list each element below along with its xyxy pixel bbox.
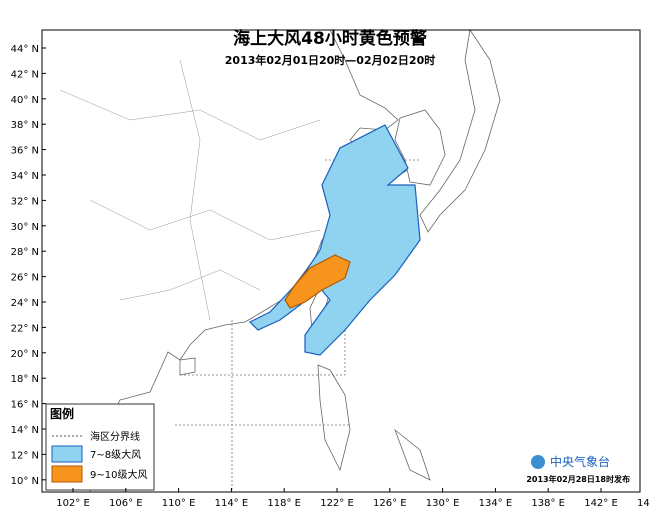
lat-label: 40° N [11,95,39,106]
lat-label: 28° N [11,247,39,258]
lon-label: 118° E [267,498,301,509]
lat-label: 14° N [11,425,39,436]
lon-label: 146° E [637,498,650,509]
legend-swatch [51,465,83,483]
lon-label: 138° E [531,498,565,509]
lat-label: 10° N [11,476,39,487]
logo-icon [531,455,545,469]
legend-title: 图例 [50,406,74,421]
lat-label: 44° N [11,44,39,55]
lat-label: 16° N [11,400,39,411]
lon-label: 114° E [215,498,249,509]
province-borders [59,59,321,321]
lon-label: 142° E [584,498,618,509]
gale-zone-9-10 [284,254,351,309]
subtitle: 2013年02月01日20时—02月02日20时 [225,53,435,67]
lat-label: 34° N [11,171,39,182]
lon-label: 122° E [320,498,354,509]
lat-label: 38° N [11,120,39,131]
lon-label: 130° E [426,498,460,509]
lon-label: 126° E [373,498,407,509]
lat-label: 26° N [11,273,39,284]
basemap [41,28,501,493]
logo-text: 中央气象台 [550,454,610,469]
wind-zones [248,124,421,356]
lon-label: 110° E [162,498,196,509]
legend-item: 9~10级大风 [90,468,147,481]
lon-label: 106° E [109,498,143,509]
lat-label: 24° N [11,298,39,309]
legend-item: 7~8级大风 [90,448,141,461]
legend: 图例 海区分界线 7~8级大风 9~10级大风 [45,403,155,491]
legend-swatch [51,445,83,463]
lat-label: 36° N [11,146,39,157]
lon-label: 134° E [479,498,513,509]
lat-label: 30° N [11,222,39,233]
map-frame [41,29,641,493]
lat-label: 20° N [11,349,39,360]
lat-label: 32° N [11,196,39,207]
issue-time: 2013年02月28日18时发布 [526,474,630,484]
lon-label: 102° E [56,498,90,509]
lat-label: 42° N [11,69,39,80]
legend-item: 海区分界线 [90,430,140,443]
lat-label: 18° N [11,374,39,385]
title: 海上大风48小时黄色预警 [233,28,427,49]
lat-label: 12° N [11,450,39,461]
lat-label: 22° N [11,323,39,334]
